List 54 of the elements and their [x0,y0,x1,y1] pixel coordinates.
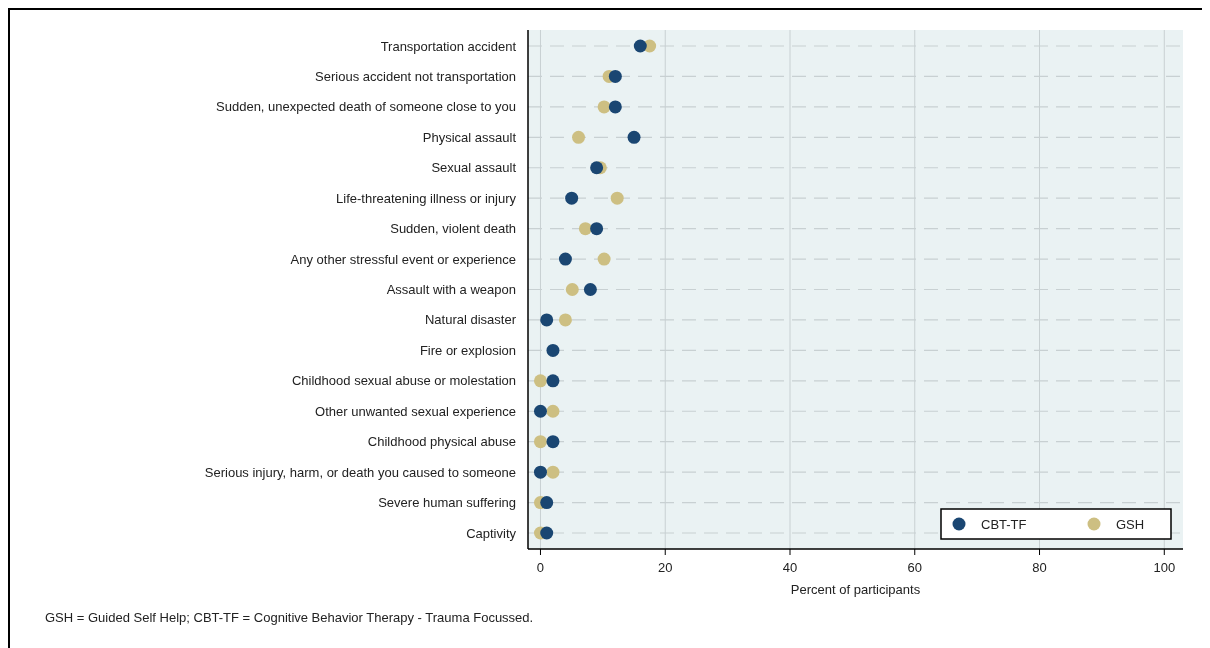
point [597,100,611,114]
point [558,252,572,266]
point [546,343,560,357]
y-tick-label: Natural disaster [424,312,517,328]
y-tick-label: Other unwanted sexual experience [315,403,516,419]
y-tick-label: Serious accident not transportation [315,68,516,84]
point [565,191,579,205]
x-axis-title: Percent of participants [790,582,921,597]
y-tick-label: Serious injury, harm, or death you caused to someone [204,464,516,480]
point [558,313,572,327]
point [608,100,622,114]
point [533,404,547,418]
point [608,69,622,83]
point [572,130,586,144]
x-tick-label: 20 [658,560,673,575]
point [546,374,560,388]
x-tick-label: 100 [1153,560,1176,575]
y-tick-label: Any other stressful event or experience [290,251,516,267]
point [540,496,554,510]
y-tick-label: Transportation accident [380,38,517,54]
x-tick-label: 80 [1032,560,1047,575]
x-tick-label: 40 [782,560,798,575]
point [540,526,554,540]
point [597,252,611,266]
y-tick-label: Assault with a weapon [386,282,516,297]
y-tick-label: Severe human suffering [378,495,516,511]
point [565,283,579,296]
x-tick-label: 0 [536,560,545,575]
point [546,465,560,479]
point [533,374,547,388]
y-tick-label: Sudden, unexpected death of someone close to you [216,99,516,115]
y-tick-label: Physical assault [422,129,517,145]
y-tick-label: Life-threatening illness or injury [336,190,517,206]
y-tick-label: Childhood physical abuse [367,434,516,450]
point [533,435,547,449]
point [546,435,560,449]
text: GSH = Guided Self Help; CBT-TF = Cognitive Behavior Therapy - Trauma Focussed. [45,610,534,625]
point [590,222,604,236]
legend-label: CBT-TF [981,516,1027,532]
point [610,191,624,205]
point [546,404,560,418]
point [627,130,641,144]
point [533,465,547,479]
y-tick-label: Fire or explosion [419,342,516,358]
y-tick-label: Sudden, violent death [390,221,516,237]
y-tick-label: Sexual assault [431,160,517,176]
y-tick-label: Captivity [466,525,517,541]
y-tick-label: Childhood sexual abuse or molestation [291,373,516,389]
point [633,39,647,53]
x-tick-label: 60 [907,560,922,575]
point [578,222,592,236]
point [583,283,597,296]
legend-label: GSH [1116,516,1145,532]
point [540,313,554,327]
